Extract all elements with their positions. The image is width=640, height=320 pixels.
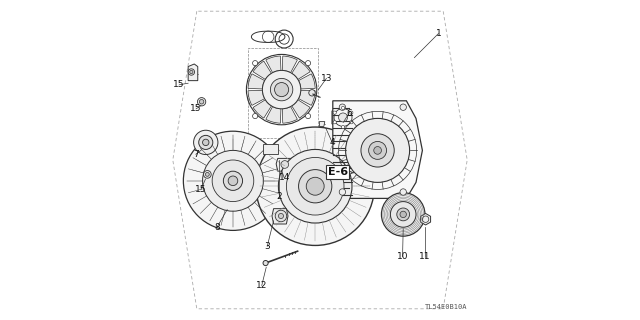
Polygon shape — [188, 64, 198, 81]
Circle shape — [253, 60, 258, 66]
Circle shape — [339, 104, 346, 110]
Text: 2: 2 — [276, 192, 282, 201]
Circle shape — [397, 208, 410, 221]
Circle shape — [390, 202, 416, 227]
Circle shape — [346, 118, 410, 182]
Circle shape — [193, 130, 218, 155]
Wedge shape — [292, 61, 310, 79]
Circle shape — [361, 134, 394, 167]
Circle shape — [275, 210, 287, 222]
Text: 15: 15 — [195, 185, 207, 194]
Circle shape — [342, 125, 344, 129]
Circle shape — [263, 260, 268, 266]
Circle shape — [197, 98, 206, 106]
Circle shape — [278, 213, 284, 219]
Circle shape — [202, 139, 209, 146]
Text: 6: 6 — [346, 109, 351, 118]
Text: 15: 15 — [173, 80, 185, 89]
Circle shape — [400, 104, 406, 110]
Circle shape — [400, 189, 406, 195]
Polygon shape — [276, 158, 292, 171]
Circle shape — [333, 121, 337, 124]
Circle shape — [275, 83, 289, 97]
Text: 10: 10 — [397, 252, 408, 261]
Circle shape — [223, 171, 243, 190]
Circle shape — [212, 160, 254, 202]
Wedge shape — [248, 90, 265, 105]
Polygon shape — [332, 105, 354, 130]
Polygon shape — [333, 101, 422, 198]
Circle shape — [342, 106, 344, 109]
Circle shape — [188, 69, 195, 75]
Wedge shape — [282, 56, 298, 73]
Circle shape — [278, 149, 352, 223]
Wedge shape — [266, 107, 281, 123]
Text: 12: 12 — [256, 281, 268, 290]
Polygon shape — [263, 144, 278, 154]
Circle shape — [307, 177, 324, 195]
Wedge shape — [253, 100, 271, 118]
Circle shape — [349, 111, 353, 114]
Circle shape — [204, 171, 211, 178]
Circle shape — [339, 113, 348, 122]
Circle shape — [374, 147, 381, 154]
Circle shape — [200, 100, 204, 104]
Text: 3: 3 — [264, 242, 270, 251]
Circle shape — [305, 60, 310, 66]
Wedge shape — [298, 74, 315, 89]
Circle shape — [262, 70, 301, 109]
Wedge shape — [292, 100, 310, 118]
Bar — [248, 48, 319, 138]
Wedge shape — [253, 61, 271, 79]
Circle shape — [184, 131, 283, 230]
Circle shape — [190, 70, 193, 74]
Circle shape — [400, 211, 406, 218]
Wedge shape — [298, 90, 315, 105]
Circle shape — [271, 78, 293, 101]
Circle shape — [198, 135, 212, 149]
Text: 7: 7 — [193, 150, 198, 159]
Text: 15: 15 — [191, 104, 202, 113]
Circle shape — [202, 150, 264, 211]
Circle shape — [298, 170, 332, 203]
Text: 13: 13 — [321, 74, 332, 83]
Wedge shape — [282, 107, 298, 123]
Polygon shape — [319, 122, 325, 126]
Polygon shape — [420, 213, 431, 225]
Wedge shape — [266, 56, 281, 73]
Circle shape — [253, 114, 258, 119]
Wedge shape — [248, 74, 265, 89]
Circle shape — [381, 193, 425, 236]
Circle shape — [349, 121, 353, 124]
Text: 1: 1 — [436, 29, 441, 38]
Circle shape — [205, 172, 209, 176]
Circle shape — [309, 90, 315, 96]
Text: E-6: E-6 — [328, 167, 348, 177]
Text: 11: 11 — [419, 252, 431, 261]
Circle shape — [369, 141, 387, 159]
Circle shape — [228, 176, 238, 186]
Circle shape — [339, 189, 346, 195]
Text: 4: 4 — [330, 138, 335, 147]
Text: 14: 14 — [278, 173, 290, 182]
Circle shape — [256, 127, 374, 245]
Circle shape — [305, 114, 310, 119]
Polygon shape — [272, 209, 288, 224]
Circle shape — [281, 161, 289, 168]
Text: 8: 8 — [214, 223, 220, 232]
Circle shape — [333, 111, 337, 114]
Circle shape — [287, 157, 344, 215]
Text: TL54E0B10A: TL54E0B10A — [425, 304, 467, 310]
